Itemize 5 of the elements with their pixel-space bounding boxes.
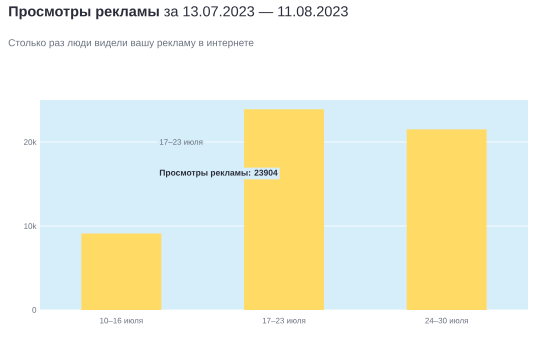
bar: [81, 234, 162, 310]
annotation: Просмотры рекламы: 23904: [160, 170, 278, 178]
chart-title: Просмотры рекламы за 13.07.2023 — 11.08.2023: [9, 6, 348, 20]
chart-subtitle: Столько раз люди видели вашу рекламу в интернете: [8, 39, 254, 48]
bar: [406, 129, 487, 310]
